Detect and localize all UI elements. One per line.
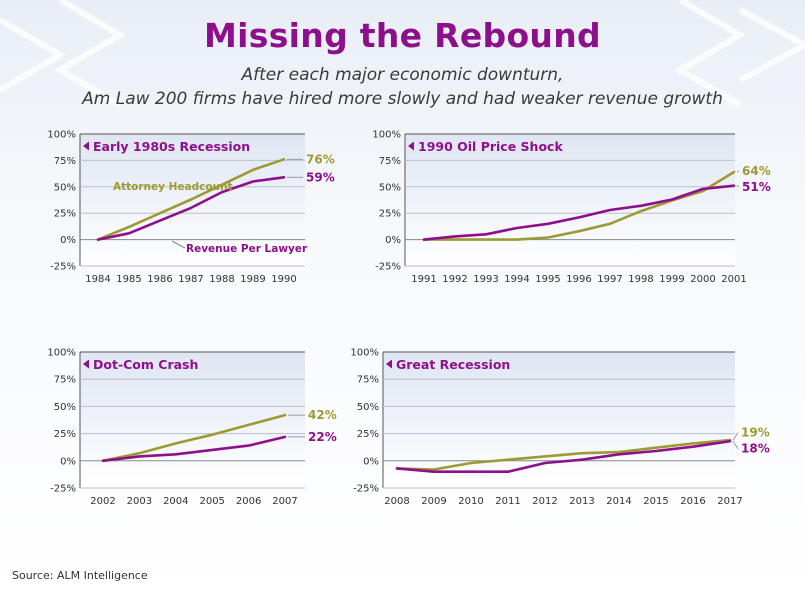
x-tick-label: 2017 xyxy=(717,496,742,507)
x-tick-label: 2001 xyxy=(721,274,746,285)
x-tick-label: 2013 xyxy=(569,496,594,507)
x-tick-label: 1994 xyxy=(504,274,529,285)
x-tick-label: 2006 xyxy=(236,496,261,507)
y-tick-label: 100% xyxy=(47,348,76,359)
end-label-connector xyxy=(736,170,740,173)
plot-area xyxy=(405,134,735,266)
title-marker-icon xyxy=(386,359,392,369)
chart-title: 1990 Oil Price Shock xyxy=(418,139,563,154)
series-line-revenue-per-lawyer xyxy=(101,435,287,463)
end-label-connector xyxy=(732,432,739,441)
page-title: Missing the Rebound xyxy=(204,16,601,55)
chart-early-1980s-recession: 100% 75% 50% 25% 0% -25% 1984 1985 1986 1987 1988 1… xyxy=(47,130,335,286)
end-label-revenue-per-lawyer: 18% xyxy=(741,442,770,456)
x-tick-label: 2015 xyxy=(643,496,668,507)
y-tick-label: 0% xyxy=(60,456,76,467)
y-tick-label: 50% xyxy=(379,182,401,193)
x-tick-label: 1993 xyxy=(473,274,498,285)
y-tick-label: -25% xyxy=(375,262,401,273)
chart-1990-oil-price-shock: 100% 75% 50% 25% 0% -25% 1991 1992 1993 1994 1995 1… xyxy=(372,130,771,286)
x-tick-label: 1997 xyxy=(597,274,622,285)
y-tick-label: -25% xyxy=(50,484,76,495)
chart-dot-com-crash: 100% 75% 50% 25% 0% -25% 2002 2003 2004 2005 2006 2… xyxy=(47,348,337,508)
y-tick-label: 100% xyxy=(350,348,379,359)
end-label-revenue-per-lawyer: 22% xyxy=(308,430,337,444)
y-tick-label: 0% xyxy=(363,456,379,467)
x-tick-label: 2005 xyxy=(199,496,224,507)
y-tick-label: 50% xyxy=(54,182,76,193)
end-label-attorney-headcount: 76% xyxy=(306,152,335,166)
chart-title: Great Recession xyxy=(396,357,510,372)
chart-great-recession: 100% 75% 50% 25% 0% -25% 2008 2009 2010 2011 2012 2… xyxy=(350,348,770,508)
x-tick-label: 2010 xyxy=(458,496,483,507)
y-tick-label: 100% xyxy=(47,130,76,141)
annotation-pointer xyxy=(171,240,186,249)
end-label-attorney-headcount: 19% xyxy=(741,426,770,440)
y-tick-label: -25% xyxy=(353,484,379,495)
x-tick-label: 1984 xyxy=(85,274,110,285)
x-tick-label: 2012 xyxy=(532,496,557,507)
plot-area xyxy=(383,352,735,488)
annotation-attorney-headcount: Attorney Headcount xyxy=(113,181,233,193)
chart-title: Early 1980s Recession xyxy=(93,139,250,154)
end-label-attorney-headcount: 42% xyxy=(308,408,337,422)
end-label-attorney-headcount: 64% xyxy=(742,164,771,178)
x-tick-label: 2007 xyxy=(272,496,297,507)
series-line-revenue-per-lawyer xyxy=(96,175,286,241)
x-tick-label: 2016 xyxy=(680,496,705,507)
x-tick-label: 2002 xyxy=(90,496,115,507)
annotation-revenue-per-lawyer: Revenue Per Lawyer xyxy=(186,243,308,255)
y-tick-label: 25% xyxy=(54,429,76,440)
y-tick-label: 0% xyxy=(385,235,401,246)
end-label-revenue-per-lawyer: 59% xyxy=(306,170,335,184)
x-tick-label: 1998 xyxy=(628,274,653,285)
y-tick-label: -25% xyxy=(50,262,76,273)
y-tick-label: 25% xyxy=(379,209,401,220)
x-tick-label: 1996 xyxy=(566,274,591,285)
x-tick-label: 2008 xyxy=(384,496,409,507)
x-tick-label: 2009 xyxy=(421,496,446,507)
y-tick-label: 75% xyxy=(54,375,76,386)
x-tick-label: 1992 xyxy=(442,274,467,285)
x-tick-label: 1989 xyxy=(240,274,265,285)
title-marker-icon xyxy=(83,359,89,369)
subtitle-line-1: After each major economic downturn, xyxy=(241,65,564,85)
source-note: Source: ALM Intelligence xyxy=(12,569,148,582)
series-line-attorney-headcount xyxy=(101,413,287,463)
x-tick-label: 1991 xyxy=(411,274,436,285)
title-marker-icon xyxy=(83,141,89,151)
x-tick-label: 1987 xyxy=(178,274,203,285)
chart-title: Dot-Com Crash xyxy=(93,357,198,372)
y-tick-label: 50% xyxy=(357,402,379,413)
subtitle-line-2: Am Law 200 firms have hired more slowly … xyxy=(82,89,723,109)
series-line-revenue-per-lawyer xyxy=(422,184,736,241)
series-line-attorney-headcount xyxy=(395,438,732,471)
series-line-revenue-per-lawyer xyxy=(395,439,732,473)
x-tick-label: 2011 xyxy=(495,496,520,507)
x-tick-label: 2000 xyxy=(690,274,715,285)
x-tick-label: 1990 xyxy=(271,274,296,285)
y-tick-label: 75% xyxy=(54,156,76,167)
x-tick-label: 2004 xyxy=(163,496,188,507)
end-label-connector xyxy=(732,440,739,449)
x-tick-label: 2003 xyxy=(127,496,152,507)
x-tick-label: 1986 xyxy=(147,274,172,285)
y-tick-label: 75% xyxy=(357,375,379,386)
y-tick-label: 25% xyxy=(54,209,76,220)
y-tick-label: 0% xyxy=(60,235,76,246)
x-tick-label: 1999 xyxy=(659,274,684,285)
x-tick-label: 2014 xyxy=(606,496,631,507)
title-marker-icon xyxy=(408,141,414,151)
end-label-connector xyxy=(736,185,740,188)
x-tick-label: 1988 xyxy=(209,274,234,285)
y-tick-label: 25% xyxy=(357,429,379,440)
y-tick-label: 100% xyxy=(372,130,401,141)
y-tick-label: 50% xyxy=(54,402,76,413)
end-label-revenue-per-lawyer: 51% xyxy=(742,180,771,194)
x-tick-label: 1995 xyxy=(535,274,560,285)
x-tick-label: 1985 xyxy=(116,274,141,285)
y-tick-label: 75% xyxy=(379,156,401,167)
